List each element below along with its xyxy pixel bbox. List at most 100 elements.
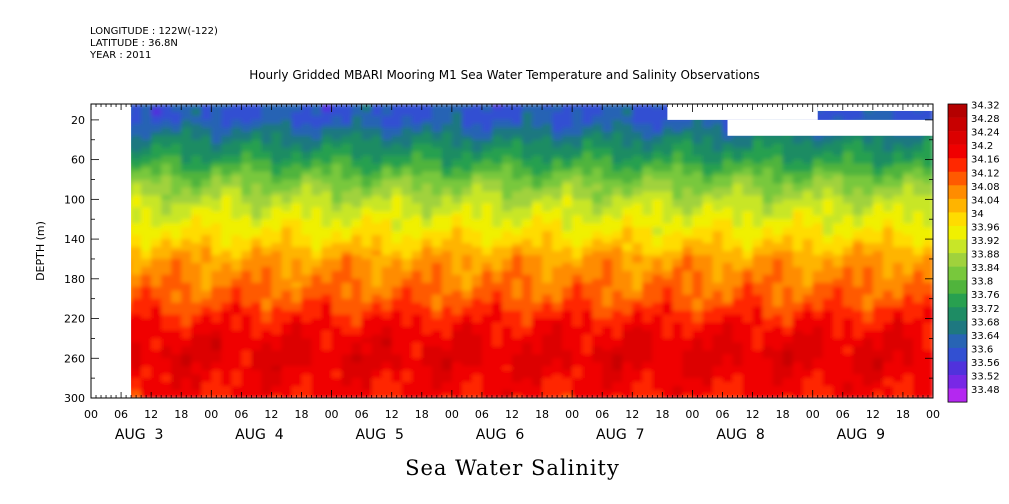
heat-cell [461,151,473,157]
heat-cell [411,382,423,387]
heat-cell [672,330,683,336]
heat-cell [181,346,192,351]
heat-cell [171,211,182,216]
heat-cell [572,219,583,224]
heat-cell [492,183,503,189]
heat-cell [321,131,333,137]
heat-cell [221,286,232,292]
heat-cell [451,223,463,228]
heat-cell [552,290,563,296]
heat-cell [582,290,593,296]
heat-cell [361,231,373,236]
heat-cell [211,338,222,343]
heat-cell [542,266,553,272]
heat-cell [371,247,383,252]
heat-cell [201,215,212,220]
heat-cell [391,298,403,304]
heat-cell [391,123,403,129]
heat-cell [572,266,583,272]
heat-cell [572,108,583,113]
heat-cell [141,111,152,117]
heat-cell [582,119,593,125]
heat-cell [371,318,383,324]
heat-cell [191,227,202,232]
heat-cell [522,135,533,141]
heat-cell [522,163,533,169]
heat-cell [602,159,613,165]
heat-cell [211,207,222,212]
heat-cell [712,175,724,181]
heat-cell [562,235,573,240]
heat-cell [742,282,754,288]
heat-cell [441,255,453,260]
heat-cell [461,366,473,371]
heat-cell [612,294,623,300]
heat-cell [662,270,673,276]
heat-cell [291,350,303,355]
heat-cell [391,278,403,284]
heat-cell [451,111,463,117]
heat-cell [752,175,764,181]
heat-cell [151,179,162,185]
heat-cell [692,187,703,192]
heat-cell [602,239,613,244]
heat-cell [732,251,744,256]
heat-cell [492,386,503,391]
heat-cell [672,219,683,224]
heat-cell [181,127,192,133]
heat-cell [512,342,523,347]
heat-cell [492,231,503,236]
heat-cell [672,251,683,256]
heat-cell [281,215,293,220]
heat-cell [662,231,673,236]
heat-cell [361,183,373,189]
heat-cell [271,310,282,316]
heat-cell [211,115,222,121]
heat-cell [672,366,683,371]
heat-cell [612,330,623,336]
heat-cell [341,131,353,137]
heat-cell [672,294,683,300]
heat-cell [421,123,433,129]
heat-cell [652,278,663,284]
heat-cell [221,386,232,391]
heat-cell [562,366,573,371]
heat-cell [151,251,162,256]
heat-cell [632,179,643,185]
heat-cell [201,243,212,248]
heat-cell [221,318,232,324]
heat-cell [692,306,703,312]
heat-cell [141,191,152,196]
heat-cell [622,255,633,260]
heat-cell [632,342,643,347]
heat-cell [481,306,493,312]
heat-cell [481,286,493,292]
heat-cell [151,147,162,153]
heat-cell [742,346,754,351]
heat-cell [431,382,443,387]
heat-cell [391,390,403,395]
heat-cell [381,318,393,324]
heat-cell [351,183,363,189]
heat-cell [311,127,323,133]
heat-cell [241,155,252,161]
heat-cell [171,123,182,129]
heat-cell [151,127,162,133]
heat-cell [421,199,433,204]
heat-cell [311,187,323,192]
heat-cell [191,119,202,125]
heat-cell [341,135,353,141]
heat-cell [652,139,663,145]
heat-cell [351,362,363,367]
heat-cell [411,326,423,332]
heat-cell [732,366,744,371]
heat-cell [211,119,222,125]
heat-cell [481,143,493,149]
heat-cell [291,298,303,304]
heat-cell [512,171,523,177]
heat-cell [321,239,333,244]
heat-cell [461,175,473,181]
heat-cell [572,278,583,284]
heat-cell [752,358,764,363]
heat-cell [271,119,282,125]
